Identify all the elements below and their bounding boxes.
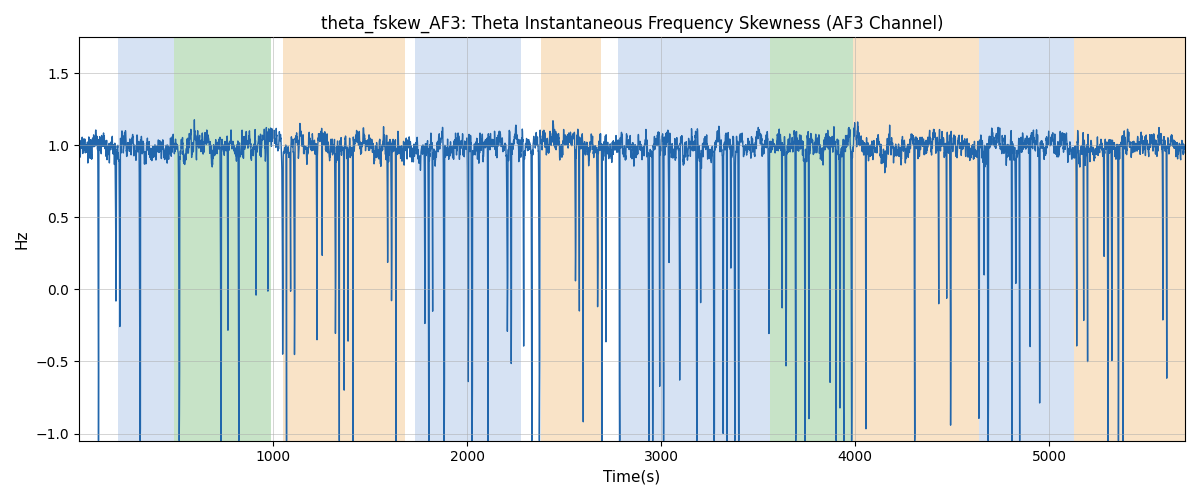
Bar xyxy=(618,38,744,440)
Bar xyxy=(1074,38,1184,440)
Bar xyxy=(769,38,853,440)
Bar xyxy=(174,38,271,440)
Bar xyxy=(979,38,1074,440)
Bar xyxy=(744,38,769,440)
Y-axis label: Hz: Hz xyxy=(14,230,30,249)
X-axis label: Time(s): Time(s) xyxy=(604,470,660,485)
Title: theta_fskew_AF3: Theta Instantaneous Frequency Skewness (AF3 Channel): theta_fskew_AF3: Theta Instantaneous Fre… xyxy=(320,15,943,34)
Bar xyxy=(415,38,521,440)
Bar xyxy=(118,38,174,440)
Bar xyxy=(541,38,601,440)
Bar xyxy=(283,38,404,440)
Bar xyxy=(853,38,979,440)
